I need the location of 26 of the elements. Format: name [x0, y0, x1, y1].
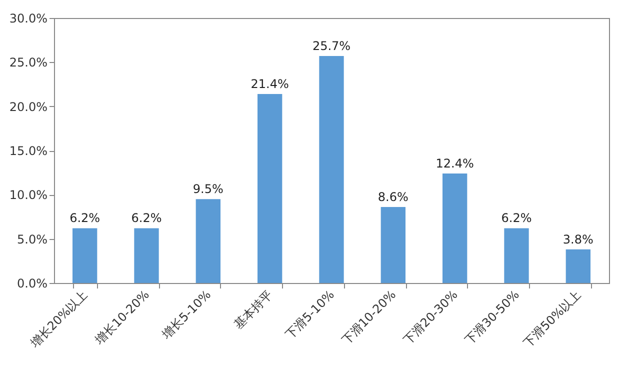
- bar: [566, 249, 590, 283]
- data-label: 8.6%: [378, 190, 408, 204]
- y-tick-label: 10.0%: [9, 188, 48, 202]
- bar: [504, 228, 529, 283]
- y-tick-label: 30.0%: [9, 12, 48, 26]
- data-label: 12.4%: [436, 156, 474, 170]
- data-label: 6.2%: [70, 211, 100, 226]
- bar: [380, 207, 406, 283]
- bar: [134, 228, 159, 283]
- data-label: 6.2%: [131, 211, 162, 226]
- bar: [196, 199, 220, 283]
- y-tick-label: 0.0%: [17, 276, 48, 290]
- x-tick-label: 基本持平: [231, 288, 276, 332]
- bar: [258, 94, 282, 283]
- data-label: 3.8%: [562, 232, 594, 246]
- y-tick-label: 15.0%: [9, 144, 48, 158]
- y-tick-label: 20.0%: [9, 100, 48, 114]
- data-label: 6.2%: [501, 211, 532, 226]
- bar: [442, 173, 468, 283]
- data-label: 21.4%: [250, 76, 289, 91]
- y-tick-label: 5.0%: [17, 232, 48, 246]
- y-tick-label: 25.0%: [9, 56, 48, 70]
- bar: [319, 56, 344, 283]
- data-label: 9.5%: [192, 182, 224, 196]
- bar: [72, 228, 98, 283]
- data-label: 25.7%: [312, 38, 351, 53]
